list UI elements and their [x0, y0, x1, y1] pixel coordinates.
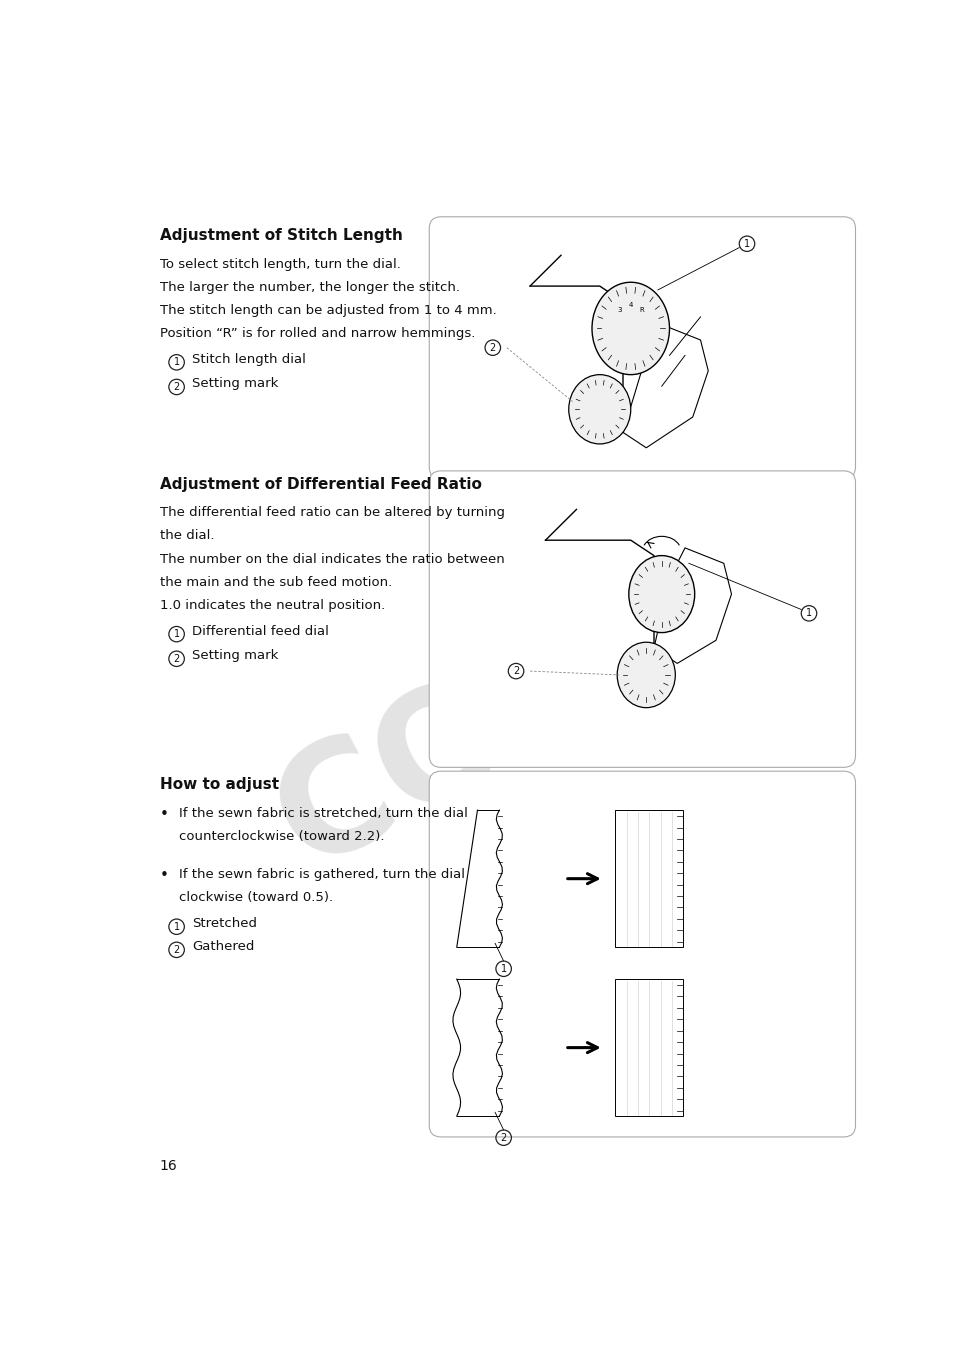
Bar — [615, 811, 682, 947]
Text: •: • — [159, 807, 169, 821]
Text: If the sewn fabric is gathered, turn the dial: If the sewn fabric is gathered, turn the… — [179, 869, 464, 881]
Text: 2: 2 — [513, 666, 518, 676]
FancyBboxPatch shape — [429, 471, 855, 767]
Text: The stitch length can be adjusted from 1 to 4 mm.: The stitch length can be adjusted from 1… — [159, 304, 496, 316]
Text: Setting mark: Setting mark — [192, 650, 278, 662]
Ellipse shape — [568, 374, 630, 444]
Text: 2: 2 — [489, 343, 496, 353]
Text: 1: 1 — [743, 239, 749, 249]
Text: 2: 2 — [500, 1132, 506, 1143]
Text: The number on the dial indicates the ratio between: The number on the dial indicates the rat… — [159, 553, 504, 566]
Text: The larger the number, the longer the stitch.: The larger the number, the longer the st… — [159, 281, 459, 293]
Text: the dial.: the dial. — [159, 530, 213, 542]
Text: 1: 1 — [173, 357, 179, 367]
Text: Stitch length dial: Stitch length dial — [192, 353, 306, 366]
Text: 1.0 indicates the neutral position.: 1.0 indicates the neutral position. — [159, 598, 384, 612]
Text: To select stitch length, turn the dial.: To select stitch length, turn the dial. — [159, 258, 400, 270]
FancyBboxPatch shape — [429, 771, 855, 1138]
Text: Adjustment of Stitch Length: Adjustment of Stitch Length — [159, 228, 402, 243]
Ellipse shape — [617, 642, 675, 708]
Text: 16: 16 — [159, 1159, 177, 1173]
Text: Differential feed dial: Differential feed dial — [192, 624, 329, 638]
Ellipse shape — [592, 282, 669, 374]
Text: R: R — [639, 307, 644, 312]
Text: 2: 2 — [173, 944, 179, 955]
FancyBboxPatch shape — [429, 216, 855, 478]
Bar — [615, 979, 682, 1116]
Text: clockwise (toward 0.5).: clockwise (toward 0.5). — [179, 892, 333, 904]
Text: 2: 2 — [173, 654, 179, 663]
Text: •: • — [159, 869, 169, 884]
Text: the main and the sub feed motion.: the main and the sub feed motion. — [159, 576, 392, 589]
Text: 2: 2 — [173, 382, 179, 392]
Text: How to adjust: How to adjust — [159, 777, 278, 792]
Text: Gathered: Gathered — [192, 940, 254, 954]
Text: counterclockwise (toward 2.2).: counterclockwise (toward 2.2). — [179, 830, 384, 843]
Text: Setting mark: Setting mark — [192, 377, 278, 390]
Ellipse shape — [628, 555, 694, 632]
Text: COPY: COPY — [251, 550, 731, 900]
Text: 3: 3 — [617, 307, 621, 312]
Text: 1: 1 — [805, 608, 811, 619]
Text: 1: 1 — [173, 630, 179, 639]
Text: Position “R” is for rolled and narrow hemmings.: Position “R” is for rolled and narrow he… — [159, 327, 475, 340]
Text: The differential feed ratio can be altered by turning: The differential feed ratio can be alter… — [159, 507, 504, 519]
Text: 1: 1 — [500, 963, 506, 974]
Text: 4: 4 — [628, 303, 632, 308]
Text: 1: 1 — [173, 921, 179, 932]
Text: If the sewn fabric is stretched, turn the dial: If the sewn fabric is stretched, turn th… — [179, 807, 467, 820]
Text: Adjustment of Differential Feed Ratio: Adjustment of Differential Feed Ratio — [159, 477, 481, 492]
Text: Stretched: Stretched — [192, 917, 256, 929]
